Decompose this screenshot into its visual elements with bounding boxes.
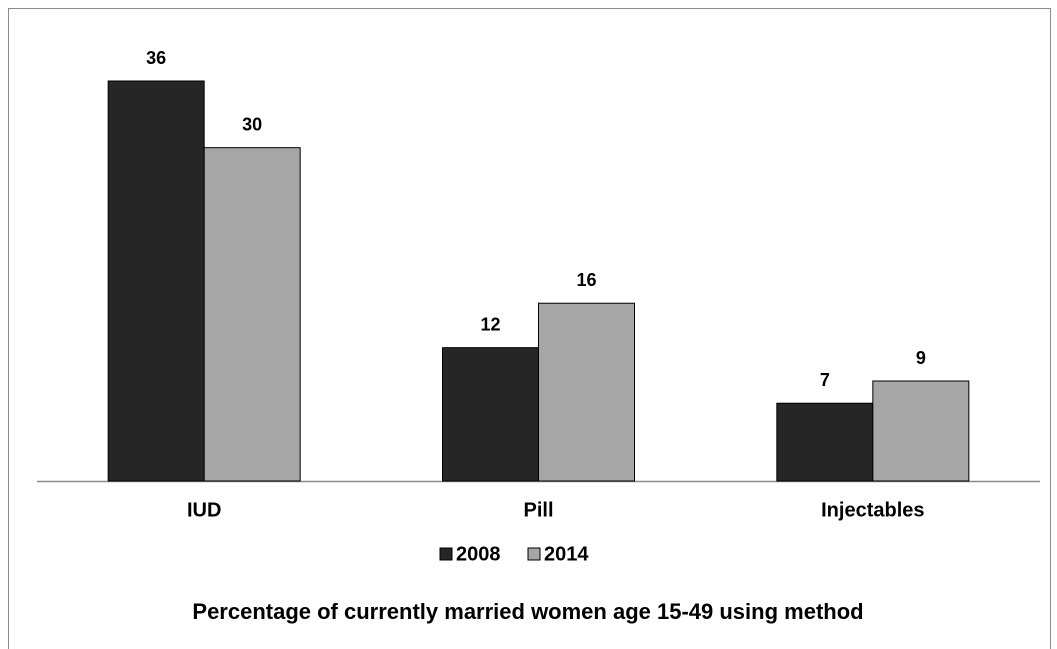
bar — [442, 347, 539, 482]
x-tick-label: IUD — [187, 499, 221, 521]
legend-label: 2008 — [456, 543, 501, 565]
value-label: 36 — [146, 48, 166, 68]
legend-swatch — [527, 547, 541, 561]
value-label: 12 — [480, 314, 500, 334]
x-tick-label: Pill — [523, 499, 553, 521]
value-label: 16 — [576, 270, 596, 290]
value-label: 30 — [242, 114, 262, 134]
bar — [776, 402, 874, 482]
x-tick-label: Injectables — [821, 499, 924, 521]
bar — [538, 302, 635, 482]
bar — [107, 80, 205, 482]
bar — [872, 380, 970, 482]
bar — [203, 147, 301, 482]
chart-border — [8, 8, 1051, 649]
legend-label: 2014 — [544, 543, 589, 565]
value-label: 7 — [820, 370, 830, 390]
chart-title: Percentage of currently married women ag… — [192, 599, 863, 624]
value-label: 9 — [916, 348, 926, 368]
legend-swatch — [439, 547, 453, 561]
